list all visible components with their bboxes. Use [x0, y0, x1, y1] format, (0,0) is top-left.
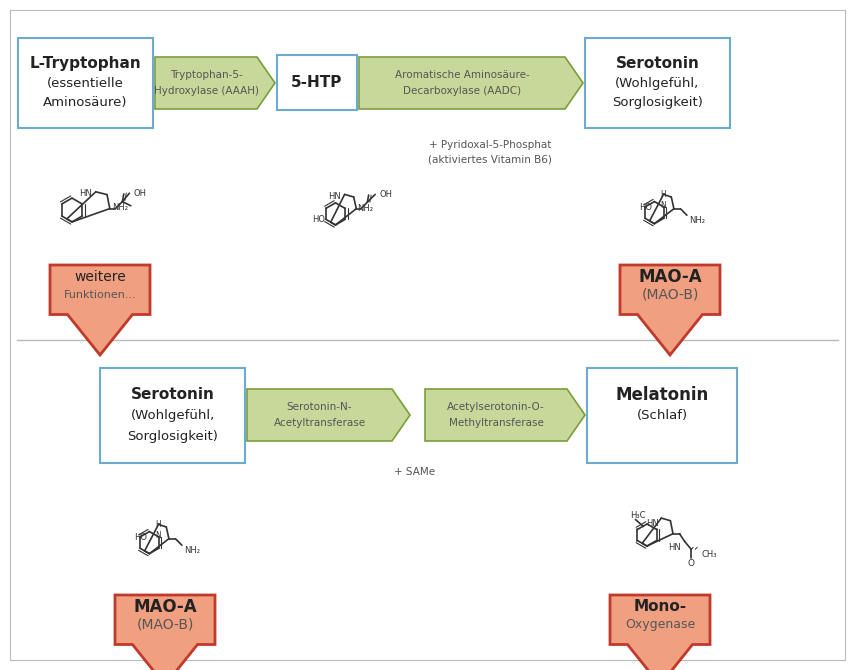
Text: Methyltransferase: Methyltransferase [449, 418, 544, 428]
Polygon shape [359, 57, 583, 109]
Text: Sorglosigkeit): Sorglosigkeit) [127, 430, 218, 443]
FancyBboxPatch shape [18, 38, 153, 128]
Text: weitere: weitere [74, 270, 126, 284]
Text: + SAMe: + SAMe [394, 467, 435, 477]
Text: Acetylserotonin-O-: Acetylserotonin-O- [447, 402, 545, 412]
Text: L-Tryptophan: L-Tryptophan [30, 56, 141, 71]
Text: HO: HO [134, 533, 147, 541]
Text: H
N: H N [156, 521, 162, 540]
Text: NH₂: NH₂ [112, 203, 128, 212]
Text: Funktionen...: Funktionen... [63, 290, 137, 299]
Text: H
N: H N [661, 190, 666, 210]
Text: HN: HN [668, 543, 681, 552]
Text: Serotonin: Serotonin [616, 56, 699, 71]
Text: Melatonin: Melatonin [616, 386, 709, 403]
FancyBboxPatch shape [587, 368, 737, 463]
Text: Sorglosigkeit): Sorglosigkeit) [612, 96, 703, 109]
Text: (MAO-B): (MAO-B) [641, 288, 699, 302]
FancyBboxPatch shape [585, 38, 730, 128]
Text: (Wohlgefühl,: (Wohlgefühl, [130, 409, 215, 422]
Text: Tryptophan-5-: Tryptophan-5- [169, 70, 242, 80]
Text: (MAO-B): (MAO-B) [136, 618, 194, 632]
Polygon shape [425, 389, 585, 441]
Text: H₃C: H₃C [630, 511, 646, 520]
Text: Acetyltransferase: Acetyltransferase [274, 418, 366, 428]
Text: NH₂: NH₂ [689, 216, 705, 224]
Text: Aromatische Aminosäure-: Aromatische Aminosäure- [395, 70, 529, 80]
Text: MAO-A: MAO-A [638, 268, 702, 286]
Text: (aktiviertes Vitamin B6): (aktiviertes Vitamin B6) [428, 154, 552, 164]
Polygon shape [610, 595, 710, 670]
FancyBboxPatch shape [277, 55, 357, 110]
Text: OH: OH [133, 189, 146, 198]
Text: O: O [687, 559, 695, 568]
Text: Mono-: Mono- [634, 599, 687, 614]
Text: Hydroxylase (AAAH): Hydroxylase (AAAH) [154, 86, 258, 96]
Text: HO: HO [312, 216, 326, 224]
Polygon shape [620, 265, 720, 355]
Text: + Pyridoxal-5-Phosphat: + Pyridoxal-5-Phosphat [429, 140, 551, 150]
Text: OH: OH [379, 190, 392, 199]
Polygon shape [247, 389, 410, 441]
Text: MAO-A: MAO-A [133, 598, 197, 616]
Text: (Schlaf): (Schlaf) [636, 409, 687, 422]
Text: 5-HTP: 5-HTP [292, 75, 343, 90]
Text: HN: HN [646, 519, 659, 527]
Text: NH₂: NH₂ [184, 545, 200, 555]
Polygon shape [50, 265, 150, 355]
Text: NH₂: NH₂ [357, 204, 374, 212]
Text: Serotonin-N-: Serotonin-N- [286, 402, 352, 412]
FancyBboxPatch shape [100, 368, 245, 463]
Text: Serotonin: Serotonin [131, 387, 215, 402]
Text: Aminosäure): Aminosäure) [44, 96, 127, 109]
Text: CH₃: CH₃ [701, 550, 716, 559]
Polygon shape [155, 57, 275, 109]
Text: Decarboxylase (AADC): Decarboxylase (AADC) [403, 86, 521, 96]
Text: Oxygenase: Oxygenase [625, 618, 695, 631]
Polygon shape [115, 595, 215, 670]
Text: (essentielle: (essentielle [47, 76, 124, 90]
Text: HN: HN [79, 190, 91, 198]
Text: HO: HO [639, 202, 652, 212]
Text: HN: HN [327, 192, 340, 201]
Text: (Wohlgefühl,: (Wohlgefühl, [616, 76, 699, 90]
